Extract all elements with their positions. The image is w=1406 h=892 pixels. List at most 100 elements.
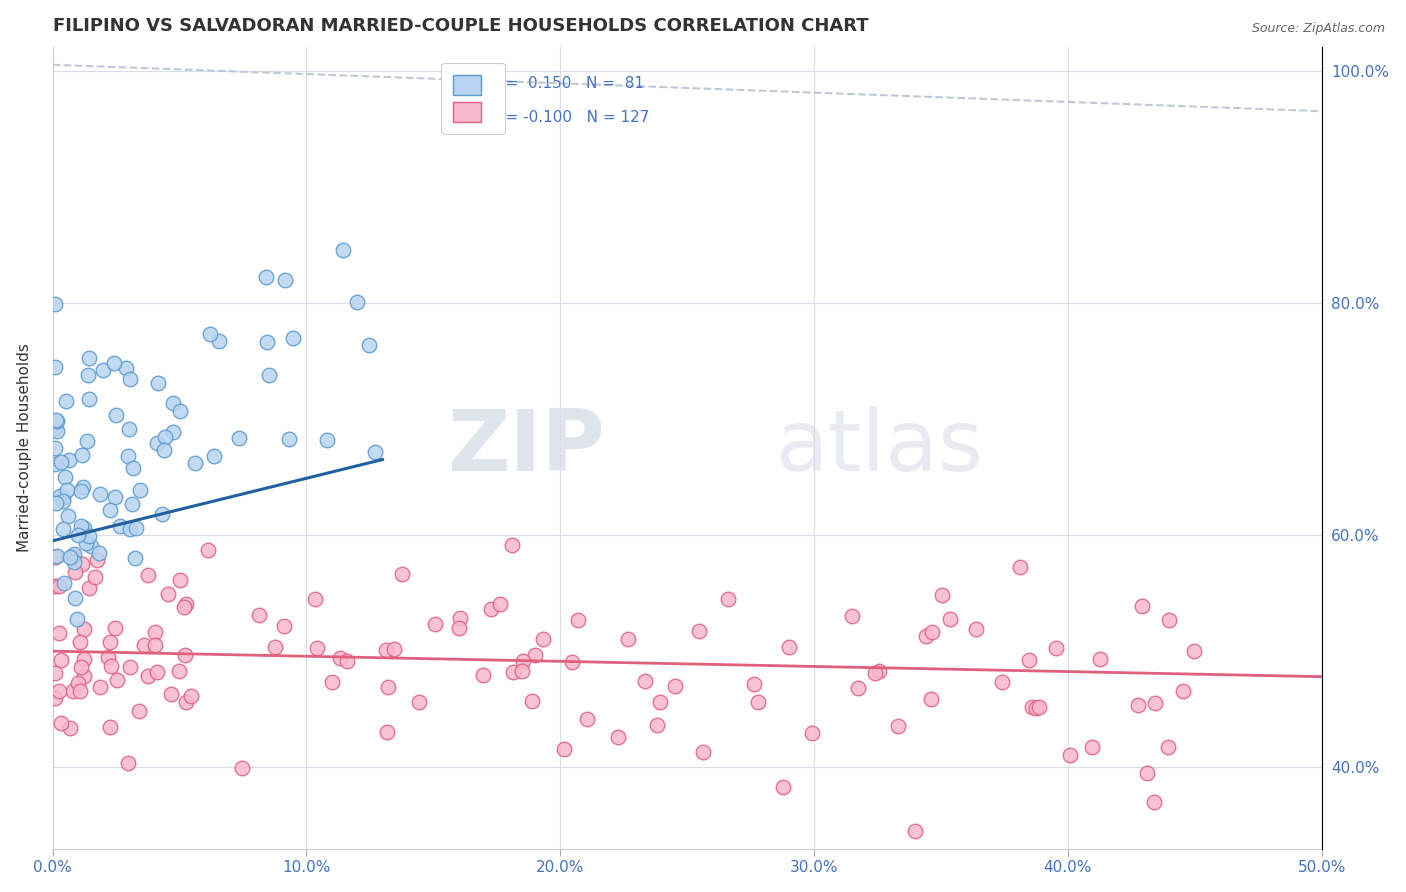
Point bbox=[1028, 700, 1050, 714]
Point bbox=[70, 557, 93, 571]
Point bbox=[73, 669, 96, 683]
Point bbox=[329, 650, 352, 665]
Point bbox=[98, 503, 121, 517]
Point bbox=[143, 624, 166, 639]
Point bbox=[197, 542, 219, 557]
Point bbox=[48, 626, 70, 640]
Point bbox=[128, 483, 150, 497]
Point bbox=[89, 487, 111, 501]
Point bbox=[716, 592, 738, 607]
Point bbox=[118, 421, 141, 435]
Point bbox=[73, 652, 96, 666]
Point bbox=[162, 425, 184, 439]
Point bbox=[45, 413, 67, 427]
Point bbox=[307, 640, 329, 655]
Point bbox=[184, 456, 207, 470]
Point bbox=[256, 334, 278, 349]
Point bbox=[617, 632, 640, 646]
Point bbox=[263, 640, 285, 654]
Point bbox=[118, 522, 141, 536]
Point bbox=[76, 434, 98, 448]
Point bbox=[63, 548, 86, 562]
Point bbox=[146, 376, 169, 390]
Point bbox=[772, 780, 794, 794]
Point bbox=[121, 497, 143, 511]
Point bbox=[169, 573, 191, 587]
Point bbox=[65, 591, 87, 606]
Point bbox=[489, 597, 512, 611]
Point bbox=[375, 725, 398, 739]
Point bbox=[153, 442, 176, 457]
Point bbox=[69, 635, 91, 649]
Point bbox=[173, 600, 195, 615]
Point bbox=[553, 741, 575, 756]
Point bbox=[868, 664, 890, 678]
Point bbox=[278, 433, 301, 447]
Point bbox=[124, 521, 146, 535]
Point bbox=[664, 679, 686, 693]
Point bbox=[231, 761, 253, 775]
Point bbox=[887, 718, 910, 732]
Point bbox=[93, 363, 115, 377]
Point bbox=[742, 677, 765, 691]
Point bbox=[332, 243, 354, 257]
Point bbox=[391, 566, 413, 581]
Point bbox=[561, 655, 583, 669]
Point bbox=[44, 421, 66, 435]
Point bbox=[117, 756, 139, 771]
Point bbox=[1157, 613, 1180, 627]
Point bbox=[55, 394, 77, 409]
Point bbox=[72, 520, 94, 534]
Point bbox=[86, 553, 108, 567]
Point bbox=[122, 460, 145, 475]
Point bbox=[198, 327, 221, 342]
Text: R =  0.150   N =  81: R = 0.150 N = 81 bbox=[491, 76, 644, 91]
Point bbox=[800, 725, 823, 739]
Point bbox=[841, 609, 863, 624]
Text: R = -0.100   N = 127: R = -0.100 N = 127 bbox=[491, 111, 650, 126]
Point bbox=[208, 334, 231, 349]
Point bbox=[501, 538, 523, 552]
Point bbox=[321, 675, 343, 690]
Point bbox=[77, 351, 100, 365]
Point bbox=[920, 692, 942, 706]
Point bbox=[247, 608, 270, 623]
Point bbox=[510, 665, 533, 679]
Point bbox=[346, 295, 368, 310]
Point bbox=[257, 368, 280, 383]
Point bbox=[316, 433, 339, 447]
Point bbox=[180, 689, 202, 703]
Point bbox=[512, 654, 534, 668]
Point bbox=[134, 639, 156, 653]
Point bbox=[128, 705, 150, 719]
Point bbox=[449, 611, 471, 625]
Point bbox=[747, 695, 769, 709]
Point bbox=[633, 674, 655, 689]
Point bbox=[567, 613, 589, 627]
Point bbox=[73, 622, 96, 636]
Point bbox=[89, 546, 111, 560]
Point bbox=[778, 640, 800, 654]
Point bbox=[59, 549, 82, 564]
Point bbox=[49, 653, 72, 667]
Point bbox=[117, 450, 139, 464]
Point bbox=[118, 660, 141, 674]
Point bbox=[136, 568, 159, 582]
Point bbox=[382, 642, 405, 657]
Point bbox=[1157, 740, 1180, 755]
Point bbox=[52, 494, 75, 508]
Point bbox=[304, 591, 326, 606]
Point bbox=[965, 622, 987, 636]
Point bbox=[49, 715, 72, 730]
Point bbox=[1081, 739, 1104, 754]
Point bbox=[79, 539, 101, 553]
Point bbox=[104, 408, 127, 422]
Point bbox=[336, 654, 359, 668]
Point bbox=[143, 639, 166, 653]
Point bbox=[48, 489, 70, 503]
Point bbox=[58, 509, 80, 524]
Point bbox=[84, 570, 107, 584]
Point bbox=[1143, 697, 1166, 711]
Point bbox=[274, 273, 297, 287]
Point bbox=[359, 337, 381, 351]
